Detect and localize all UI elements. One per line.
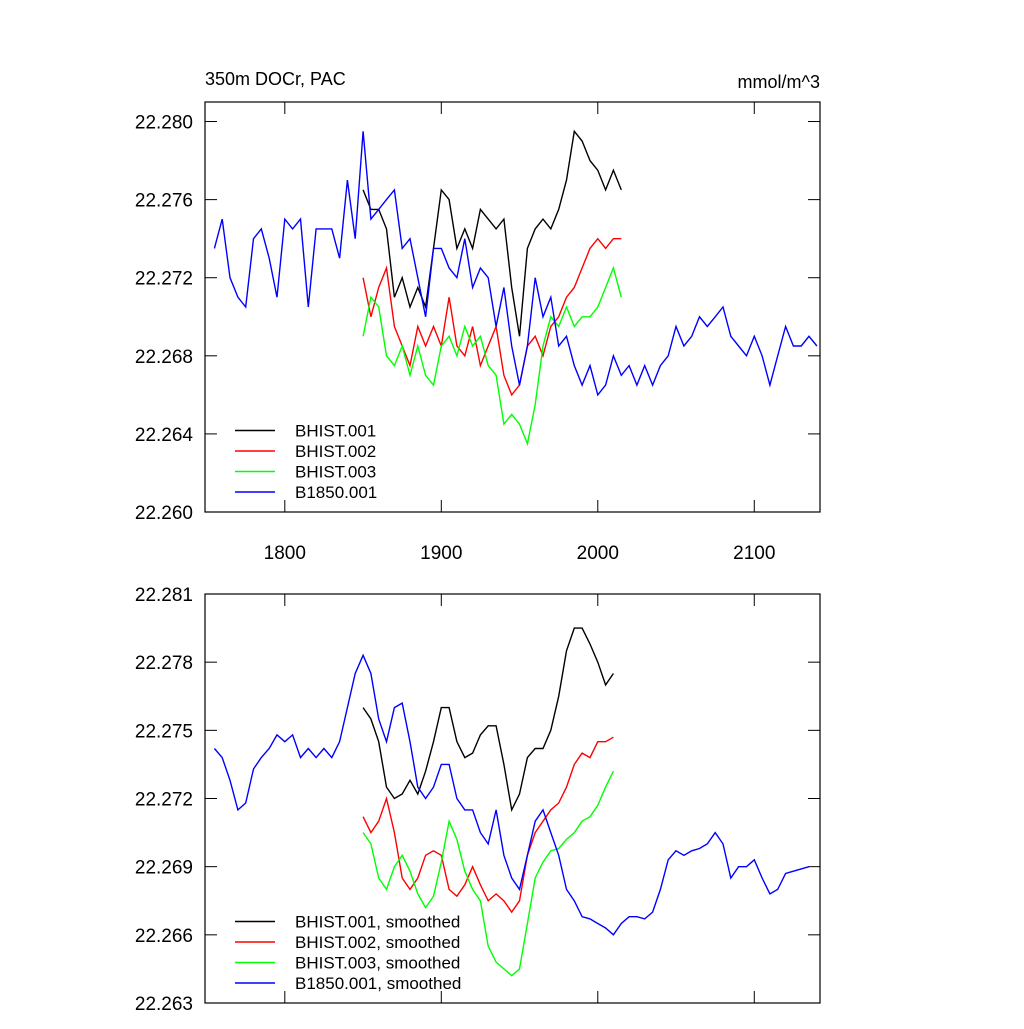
y-tick-label: 22.264 — [135, 425, 194, 446]
x-tick-label: 1900 — [420, 543, 462, 564]
series-line — [362, 736, 614, 914]
y-tick-label: 22.272 — [135, 269, 193, 290]
series-line — [362, 770, 615, 977]
legend-label: BHIST.001 — [295, 422, 376, 441]
x-tick-label: 2100 — [733, 543, 775, 564]
legend-label: BHIST.003, smoothed — [295, 954, 460, 973]
y-tick-label: 22.263 — [135, 994, 193, 1015]
series-line — [362, 265, 622, 447]
legend-label: B1850.001, smoothed — [295, 974, 461, 993]
series-line — [362, 237, 622, 397]
plot-frame — [204, 101, 821, 513]
chart-title: 350m DOCr, PAC — [205, 69, 346, 89]
legend-label: BHIST.003 — [295, 463, 376, 482]
series-line — [362, 129, 622, 337]
plot-frame — [204, 593, 821, 1004]
y-tick-label: 22.268 — [135, 347, 193, 368]
series-line — [213, 653, 810, 936]
series-line — [362, 627, 614, 813]
y-tick-label: 22.276 — [135, 191, 193, 212]
y-tick-label: 22.269 — [135, 858, 193, 879]
y-tick-label: 22.281 — [135, 585, 193, 606]
y-tick-label: 22.266 — [135, 926, 193, 947]
legend-label: BHIST.002, smoothed — [295, 933, 460, 952]
series-line — [213, 131, 818, 397]
legend-label: BHIST.002 — [295, 442, 376, 461]
legend-label: BHIST.001, smoothed — [295, 913, 460, 932]
y-tick-label: 22.260 — [135, 503, 193, 524]
x-tick-label: 2000 — [577, 543, 619, 564]
x-tick-label: 1800 — [264, 543, 306, 564]
y-tick-label: 22.272 — [135, 790, 193, 811]
y-tick-label: 22.278 — [135, 653, 193, 674]
y-tick-label: 22.280 — [135, 113, 193, 134]
legend-label: B1850.001 — [295, 483, 377, 502]
units-label: mmol/m^3 — [738, 72, 820, 92]
y-tick-label: 22.275 — [135, 721, 193, 742]
